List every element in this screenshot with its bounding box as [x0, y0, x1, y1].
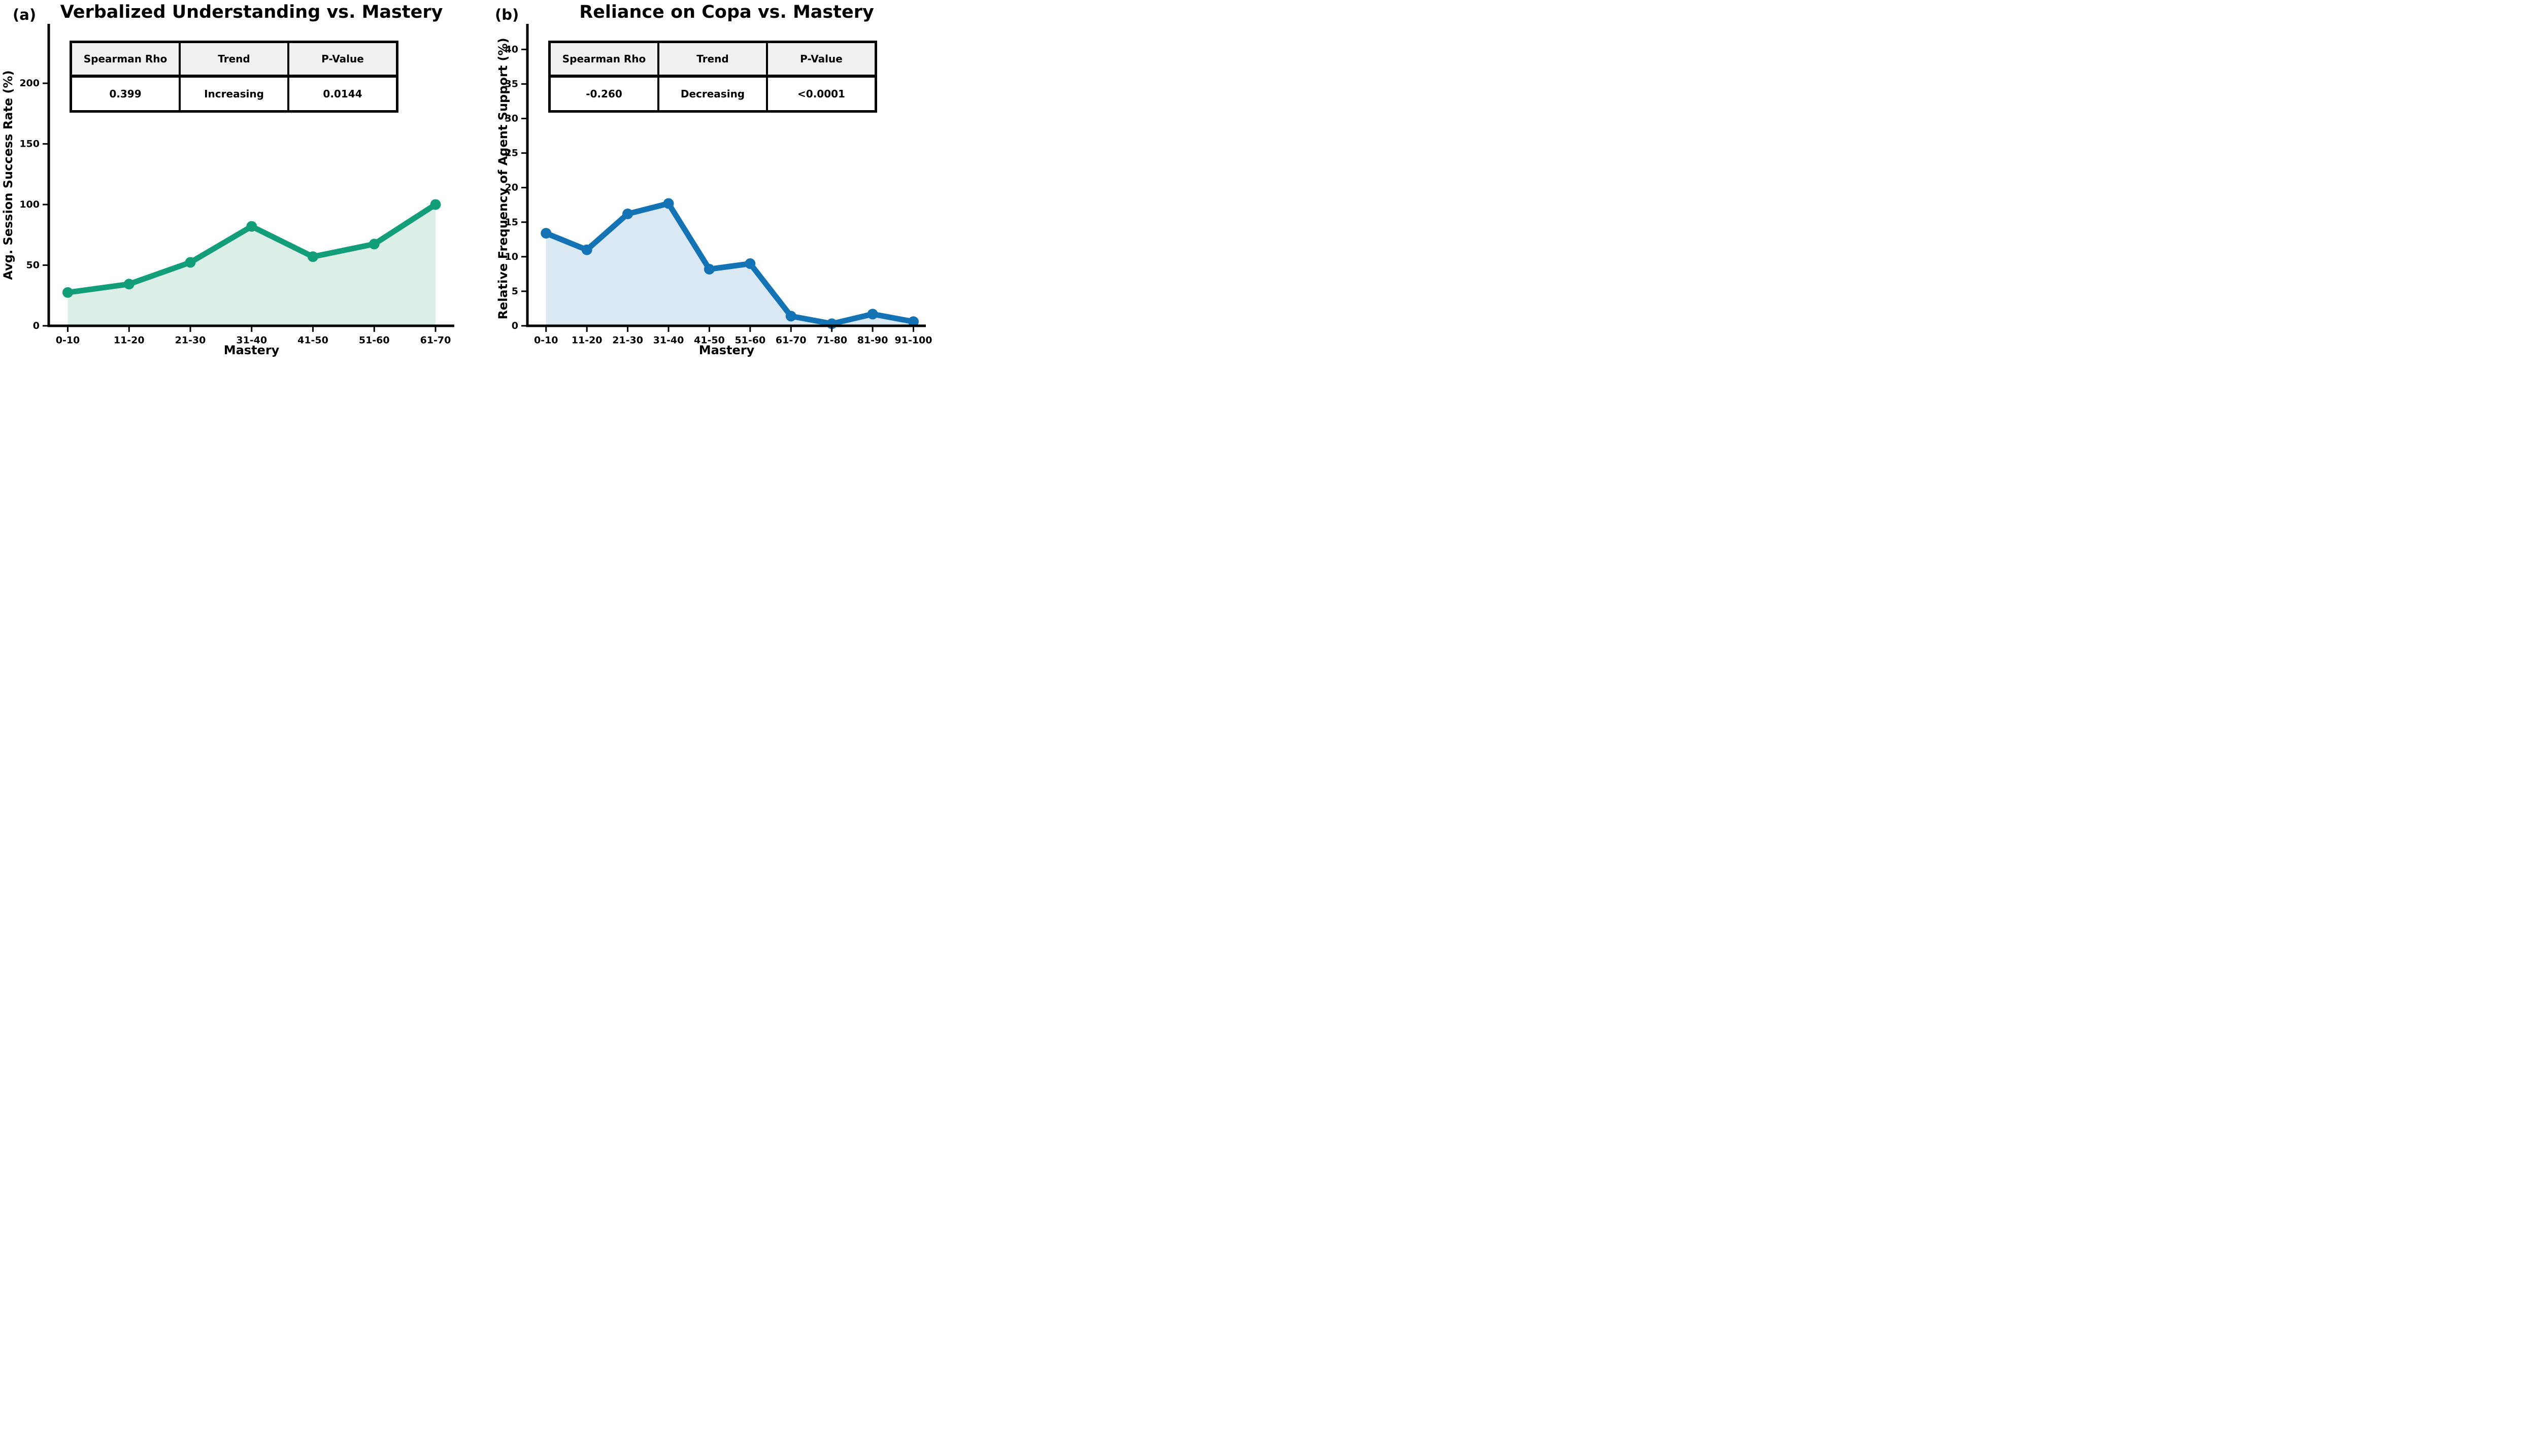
y-tick-label: 50: [26, 260, 40, 271]
stats-value-spearman: 0.399: [70, 75, 181, 113]
panel-a-stats-table: Spearman Rho Trend P-Value 0.399 Increas…: [70, 41, 398, 113]
y-tick-label: 150: [19, 139, 40, 150]
stats-header-spearman: Spearman Rho: [548, 41, 659, 78]
stats-header-row: Spearman Rho Trend P-Value: [548, 41, 877, 78]
data-point: [369, 239, 380, 250]
panel-b-stats-table: Spearman Rho Trend P-Value -0.260 Decrea…: [548, 41, 877, 113]
stats-value-spearman: -0.260: [548, 75, 659, 113]
y-tick-label: 100: [19, 199, 40, 210]
stats-header-row: Spearman Rho Trend P-Value: [70, 41, 398, 78]
stats-header-spearman: Spearman Rho: [70, 41, 181, 78]
charts-canvas: 0-10 11-20 21-30 31-40 41-50 51-60 61-70050100…: [19, 24, 932, 346]
x-tick-label: 11-20: [572, 335, 603, 346]
stats-header-pvalue: P-Value: [287, 41, 398, 78]
x-tick-label: 61-70: [776, 335, 807, 346]
y-tick-label: 0: [33, 320, 40, 331]
y-tick-label: 0: [512, 320, 518, 331]
stats-header-pvalue: P-Value: [766, 41, 877, 78]
data-point: [704, 263, 715, 275]
data-point: [185, 257, 196, 268]
x-tick-label: 0-10: [56, 335, 80, 346]
panel-b-y-axis-label: Relative Frequency of Agent Support (%): [496, 38, 510, 320]
area-fill: [546, 204, 914, 326]
panel-a-y-axis-label: Avg. Session Success Rate (%): [1, 70, 15, 280]
stats-header-trend: Trend: [179, 41, 289, 78]
stats-value-pvalue: <0.0001: [766, 75, 877, 113]
x-tick-label: 91-100: [895, 335, 932, 346]
stats-value-pvalue: 0.0144: [287, 75, 398, 113]
y-tick-label: 5: [512, 286, 518, 297]
y-tick-label: 10: [505, 251, 518, 262]
x-tick-label: 11-20: [114, 335, 145, 346]
y-tick-label: 35: [505, 78, 518, 89]
panel-b-label: (b): [495, 6, 519, 23]
data-point: [622, 208, 633, 219]
data-point: [785, 311, 796, 322]
x-tick-label: 21-30: [175, 335, 206, 346]
stats-header-trend: Trend: [657, 41, 768, 78]
figure-canvas: 0-10 11-20 21-30 31-40 41-50 51-60 61-70 0 50 100…: [0, 0, 936, 364]
data-point: [541, 228, 552, 239]
x-tick-label: 31-40: [236, 335, 267, 346]
data-point: [581, 244, 592, 255]
panel-a-label: (a): [13, 6, 37, 23]
y-tick-label: 30: [505, 113, 518, 124]
data-point: [867, 309, 878, 320]
data-point: [123, 279, 135, 290]
panel-a-title: Verbalized Understanding vs. Mastery: [60, 2, 443, 22]
stats-value-trend: Increasing: [179, 75, 289, 113]
data-point: [62, 287, 73, 298]
y-tick-label: 15: [505, 217, 518, 228]
y-tick-label: 20: [505, 182, 518, 193]
x-tick-label: 31-40: [653, 335, 684, 346]
x-tick-label: 61-70: [420, 335, 451, 346]
stats-value-row: -0.260 Decreasing <0.0001: [548, 75, 877, 113]
panel-b-title: Reliance on Copa vs. Mastery: [579, 2, 874, 22]
x-tick-label: 0-10: [534, 335, 558, 346]
panel-a-x-axis-label: Mastery: [223, 343, 280, 357]
area-fill: [68, 205, 436, 326]
data-point: [663, 198, 674, 209]
x-tick-label: 21-30: [612, 335, 643, 346]
x-tick-label: 51-60: [734, 335, 765, 346]
y-tick-label: 200: [19, 78, 40, 89]
y-tick-label: 25: [505, 148, 518, 159]
stats-value-row: 0.399 Increasing 0.0144: [70, 75, 398, 113]
data-point: [246, 221, 257, 232]
x-tick-label: 71-80: [816, 335, 847, 346]
data-point: [308, 251, 318, 262]
data-point: [908, 316, 919, 327]
x-tick-label: 41-50: [694, 335, 725, 346]
data-point: [430, 199, 441, 210]
data-line: [543, 200, 917, 327]
panel-b-x-axis-label: Mastery: [698, 343, 755, 357]
stats-value-trend: Decreasing: [657, 75, 768, 113]
x-tick-label: 81-90: [857, 335, 888, 346]
data-point: [745, 258, 756, 269]
x-tick-label: 41-50: [297, 335, 328, 346]
x-tick-label: 51-60: [359, 335, 390, 346]
y-tick-label: 40: [505, 44, 518, 55]
